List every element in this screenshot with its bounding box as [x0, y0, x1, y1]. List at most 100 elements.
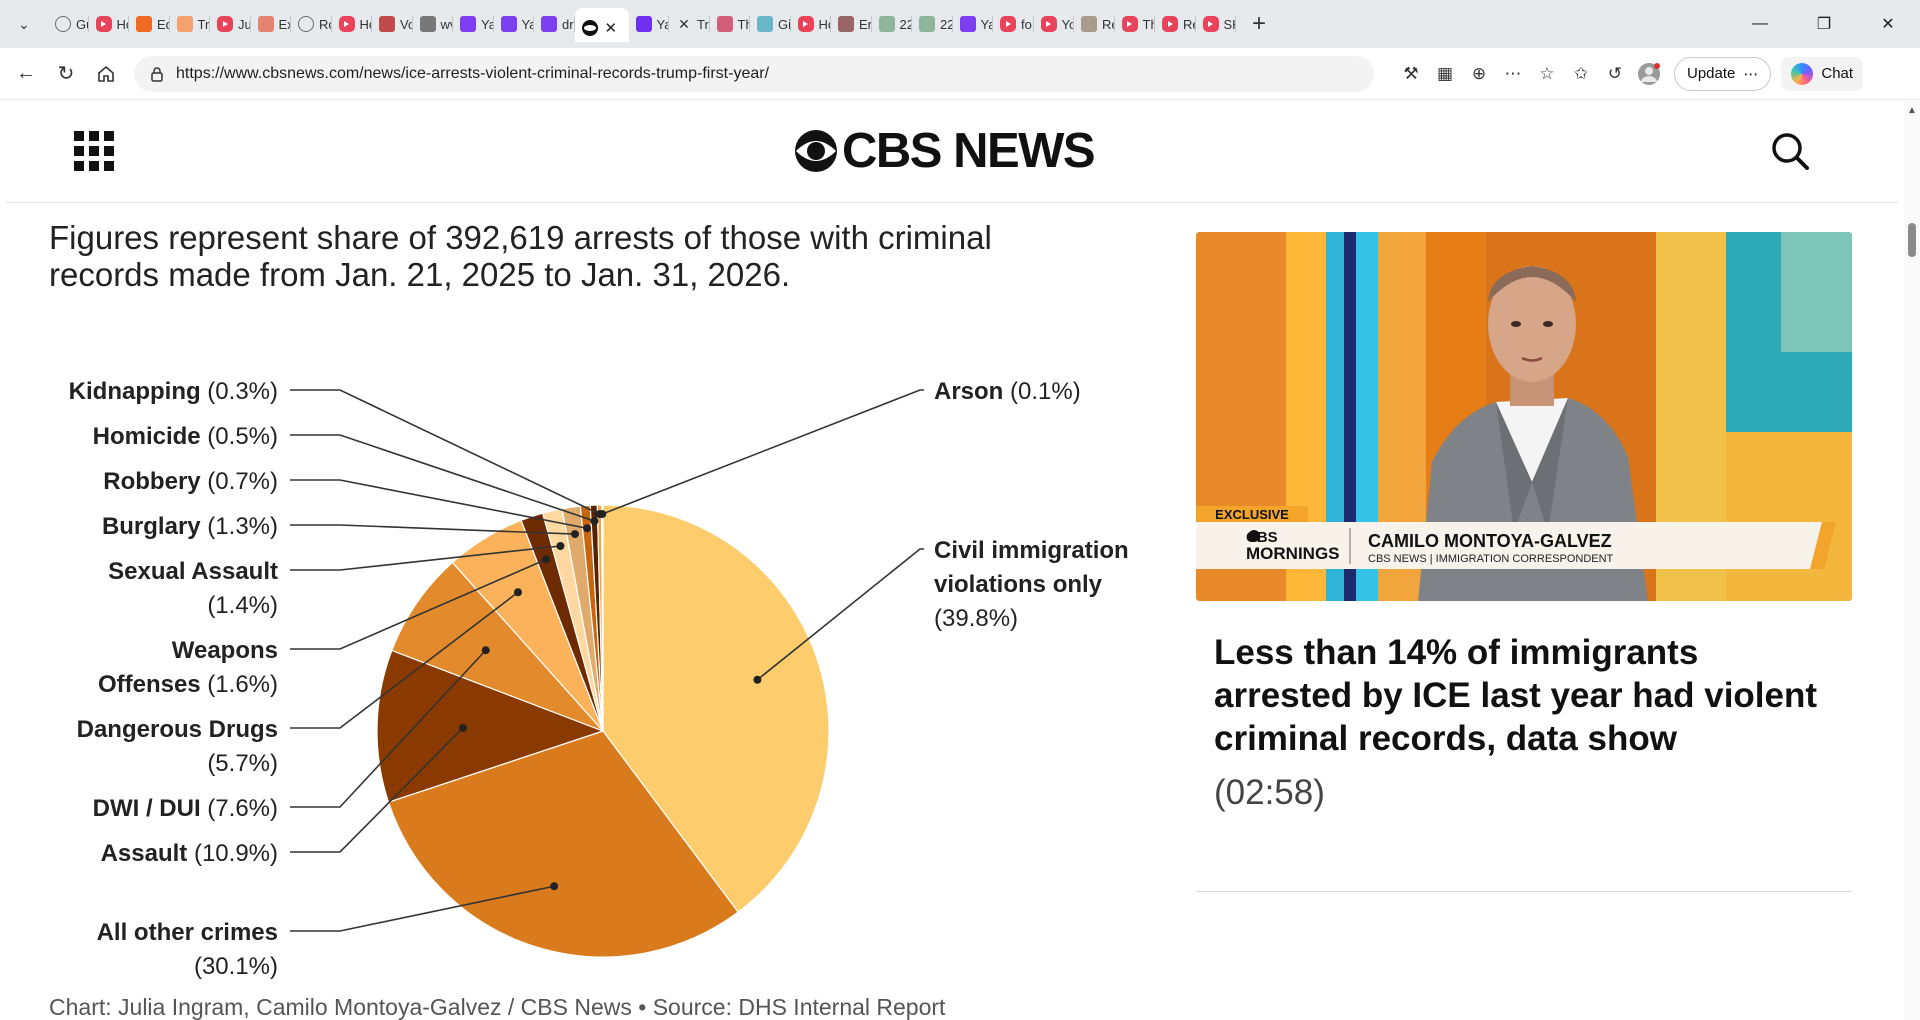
browser-tab[interactable]: Th [1115, 7, 1156, 41]
browser-tab[interactable]: Ex [251, 7, 292, 41]
browser-tab[interactable]: Tri [170, 7, 210, 41]
tab-label: Th [1142, 16, 1156, 32]
tab-label: 22 [899, 16, 913, 32]
leader-line [290, 545, 561, 571]
url-text[interactable]: https://www.cbsnews.com/news/ice-arrests… [176, 64, 770, 82]
slice-label-name: Sexual Assault [108, 558, 278, 585]
browser-tab[interactable]: Th [710, 7, 750, 41]
leader-line [290, 885, 555, 932]
address-bar[interactable]: https://www.cbsnews.com/news/ice-arrests… [134, 55, 1374, 92]
apps-icon[interactable]: ▦ [1436, 63, 1454, 83]
browser-tab[interactable]: Ro [291, 7, 332, 41]
home-button[interactable] [86, 54, 126, 94]
video-player[interactable]: EXCLUSIVE CBS MORNINGS CAMILO MONTOYA-GA… [1196, 232, 1852, 601]
slice-label: Burglary (1.3%) [102, 513, 278, 540]
tab-label: Re [1183, 16, 1196, 32]
chat-button[interactable]: Chat [1781, 56, 1864, 91]
browser-tab[interactable]: Ed [129, 7, 170, 41]
browser-tab[interactable]: 22 [912, 7, 953, 41]
browser-tab[interactable]: wv [413, 7, 453, 41]
leader-dot [570, 530, 579, 539]
browser-tab[interactable]: Ya [453, 7, 494, 41]
lock-icon[interactable] [148, 65, 166, 83]
slice-label-value: (0.5%) [201, 423, 278, 450]
browser-tab[interactable]: SH [1196, 7, 1236, 41]
zoom-icon[interactable]: ⊕ [1471, 63, 1487, 83]
history-icon[interactable]: ↺ [1607, 63, 1623, 83]
favorite-star-icon[interactable]: ☆ [1539, 63, 1555, 83]
search-icon[interactable] [1770, 131, 1810, 171]
browser-tab[interactable]: ✕ Tri [669, 7, 710, 41]
slice-label: Civil immigration violations only (39.8%) [934, 537, 1129, 632]
image-icon [878, 16, 895, 32]
browser-tab[interactable]: Ho [791, 7, 831, 41]
slice-label-value: (7.6%) [201, 795, 278, 822]
tab-label: Ex [278, 16, 292, 32]
pie-slice[interactable] [376, 649, 605, 803]
leader-line [290, 479, 588, 530]
browser-tab[interactable]: Ya [494, 7, 534, 41]
youtube-icon [217, 16, 233, 32]
browser-tab[interactable]: Err [831, 7, 872, 41]
cbs-news-logo[interactable]: CBS NEWS [794, 123, 1096, 179]
leader-dot [753, 675, 762, 684]
slice-label-value: (39.8%) [934, 605, 1018, 632]
more-dots-icon: ⋯ [1743, 65, 1759, 83]
slice-label-name: Kidnapping [69, 378, 201, 405]
video-headline-link[interactable]: Less than 14% of immigrants arrested by … [1214, 633, 1818, 758]
pie-slice[interactable] [600, 504, 604, 732]
browser-tab[interactable]: Ya [953, 7, 993, 41]
slice-label: Kidnapping (0.3%) [69, 378, 278, 405]
tab-label: Ro [319, 16, 332, 32]
read-aloud-icon[interactable]: ⚒ [1403, 63, 1419, 83]
pie-slice[interactable] [602, 504, 830, 913]
scroll-thumb[interactable] [1908, 223, 1916, 257]
browser-tab[interactable]: Ho [332, 7, 372, 41]
slice-label-value: (0.3%) [201, 378, 278, 405]
slice-label-name: violations only [934, 571, 1103, 598]
youtube-icon [1121, 16, 1138, 32]
pie-slice[interactable] [391, 561, 604, 732]
browser-tab[interactable]: dr [534, 7, 575, 41]
video-person-name: CAMILO MONTOYA-GALVEZ [1368, 531, 1612, 551]
new-tab-button[interactable]: + [1251, 10, 1266, 37]
more-tools-icon[interactable]: ⋯ [1504, 63, 1522, 83]
browser-tab[interactable]: Yo [1034, 7, 1074, 41]
slice-label: Dangerous Drugs (5.7%) [77, 716, 278, 777]
video-duration: (02:58) [1214, 773, 1325, 812]
globe-icon [298, 16, 314, 32]
browser-tab[interactable]: Vo [372, 7, 413, 41]
browser-tab[interactable]: Re [1074, 7, 1115, 41]
browser-tab[interactable]: fo [993, 7, 1034, 41]
image-icon [1081, 16, 1097, 32]
menu-grid-icon[interactable] [74, 131, 114, 171]
back-button[interactable]: ← [16, 62, 36, 84]
browser-tab[interactable]: Ya [629, 7, 669, 41]
profile-avatar[interactable] [1632, 57, 1666, 91]
close-tab-icon[interactable]: ✕ [604, 20, 618, 37]
slice-label-name: Arson [934, 378, 1003, 405]
slice-label: Arson (0.1%) [934, 378, 1081, 405]
page-scrollbar[interactable]: ▲ [1904, 101, 1920, 1020]
browser-tab[interactable]: ✕ [574, 8, 629, 42]
browser-tab[interactable]: Jus [210, 7, 251, 41]
minimize-button[interactable]: — [1752, 15, 1768, 32]
browser-tab[interactable]: 22 [872, 7, 913, 41]
leader-dot [481, 646, 490, 655]
browser-tab[interactable]: Gi [750, 7, 791, 41]
slice-label-name: Dangerous Drugs [77, 716, 278, 743]
close-window-button[interactable]: ✕ [1881, 16, 1895, 33]
window-controls: — ❐ ✕ [1728, 0, 1920, 48]
browser-tab[interactable]: Gu [48, 7, 89, 41]
leader-dot [550, 882, 559, 891]
browser-tab[interactable]: Ho [89, 7, 129, 41]
tab-list-dropdown-icon[interactable]: ⌄ [18, 15, 30, 32]
scroll-up-arrow-icon[interactable]: ▲ [1907, 105, 1917, 116]
update-button[interactable]: Update ⋯ [1674, 56, 1772, 91]
leader-line [290, 727, 464, 853]
browser-tab[interactable]: Re [1155, 7, 1196, 41]
refresh-button[interactable]: ↻ [57, 63, 75, 85]
favorites-icon[interactable]: ✩ [1573, 63, 1589, 83]
restore-button[interactable]: ❐ [1816, 16, 1832, 33]
pie-slice[interactable] [387, 730, 739, 958]
